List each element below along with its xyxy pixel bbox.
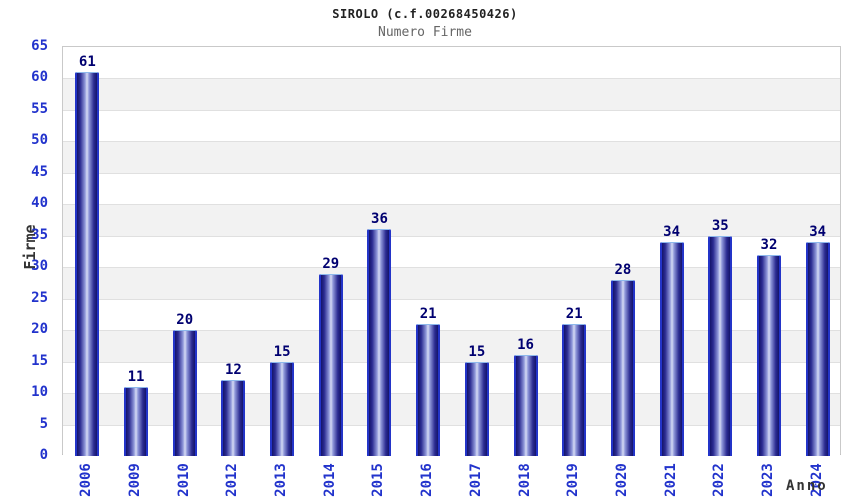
y-tick-label-65: 65: [31, 38, 48, 54]
y-tick-label-25: 25: [31, 289, 48, 306]
chart-title: SIROLO (c.f.00268450426): [332, 7, 518, 21]
bar-2013: [270, 361, 295, 456]
gridline-30: [63, 267, 840, 269]
y-tick-label-10: 10: [31, 384, 48, 401]
y-tick-label-60: 60: [31, 69, 48, 86]
bar-2009: [124, 386, 149, 456]
x-tick-label-2013: 2013: [273, 463, 290, 497]
gridline-40: [63, 204, 840, 206]
x-tick-label-2015: 2015: [370, 463, 387, 497]
x-tick-label-2020: 2020: [613, 463, 630, 497]
bar-2024: [805, 242, 830, 456]
plot-band: [63, 109, 840, 142]
bar-value-label-2018: 16: [517, 337, 534, 354]
bar-2015: [367, 229, 392, 456]
bar-2021: [659, 242, 684, 456]
y-tick-label-20: 20: [31, 321, 48, 338]
y-tick-label-5: 5: [39, 415, 48, 432]
bar-2020: [610, 279, 635, 456]
bar-2022: [708, 235, 733, 456]
x-tick-label-2012: 2012: [224, 463, 241, 497]
y-tick-label-55: 55: [31, 100, 48, 117]
gridline-10: [63, 393, 840, 395]
x-tick-label-2014: 2014: [321, 463, 338, 497]
gridline-20: [63, 330, 840, 332]
gridline-60: [63, 78, 840, 80]
chart-subtitle: Numero Firme: [378, 25, 472, 40]
bar-2019: [562, 323, 587, 456]
x-axis-title: Anno: [786, 478, 828, 494]
bar-2014: [318, 273, 343, 456]
bar-value-label-2016: 21: [419, 305, 437, 322]
bar-value-label-2009: 11: [127, 368, 145, 385]
y-tick-label-45: 45: [31, 163, 48, 180]
bar-value-label-2012: 12: [224, 362, 242, 379]
bar-value-label-2021: 34: [663, 224, 681, 241]
x-tick-label-2010: 2010: [175, 463, 192, 497]
gridline-25: [63, 298, 840, 300]
plot-band: [63, 78, 840, 110]
plot-band: [63, 141, 840, 173]
gridline-50: [63, 141, 840, 143]
plot-band: [63, 204, 840, 236]
x-tick-label-2019: 2019: [565, 463, 582, 497]
y-tick-label-35: 35: [31, 226, 48, 243]
gridline-35: [63, 235, 840, 237]
bar-2018: [513, 355, 538, 456]
bar-value-label-2023: 32: [760, 236, 778, 253]
x-tick-label-2009: 2009: [127, 463, 144, 497]
y-tick-label-40: 40: [31, 195, 48, 212]
x-tick-label-2006: 2006: [78, 463, 95, 497]
bar-2016: [416, 323, 441, 456]
bar-value-label-2020: 28: [614, 261, 632, 278]
plot-band: [63, 47, 840, 79]
y-axis-tick-labels: 0 5 10 15 20 25 30 35 40 45 50 55 60 65: [0, 0, 54, 500]
bar-value-label-2014: 29: [322, 255, 340, 272]
bar-value-label-2024: 34: [809, 224, 827, 241]
bar-value-label-2019: 21: [565, 305, 583, 322]
gridline-45: [63, 172, 840, 174]
bar-2023: [756, 254, 781, 456]
gridline-55: [63, 109, 840, 111]
bar-value-label-2013: 15: [273, 343, 291, 360]
gridline-5: [63, 424, 840, 426]
bar-value-label-2010: 20: [176, 312, 194, 329]
x-tick-label-2022: 2022: [711, 463, 728, 497]
bar-value-label-2022: 35: [711, 217, 729, 234]
bar-value-label-2017: 15: [468, 343, 486, 360]
gridline-15: [63, 361, 840, 363]
x-tick-label-2023: 2023: [759, 463, 776, 497]
bar-2010: [172, 330, 197, 456]
bar-value-label-2015: 36: [371, 211, 388, 228]
y-tick-label-0: 0: [39, 447, 48, 463]
y-tick-label-15: 15: [31, 352, 48, 369]
y-tick-label-50: 50: [31, 132, 48, 149]
plot-band: [63, 172, 840, 205]
x-tick-label-2017: 2017: [467, 463, 484, 497]
bar-value-label-2006: 61: [78, 54, 96, 71]
plot-area: 61 11 20 12 15 29 36 21 15 16 21 28 34 35 32 34: [62, 46, 841, 456]
y-tick-label-30: 30: [31, 258, 48, 275]
x-tick-label-2016: 2016: [419, 463, 436, 497]
bar-2017: [464, 361, 489, 456]
x-tick-label-2018: 2018: [516, 463, 533, 497]
bar-2006: [75, 72, 100, 456]
bar-2012: [221, 380, 246, 456]
x-axis-tick-labels: 2006 2009 2010 2012 2013 2014 2015 2016 2017 2018…: [62, 455, 841, 500]
x-tick-label-2021: 2021: [662, 463, 679, 497]
